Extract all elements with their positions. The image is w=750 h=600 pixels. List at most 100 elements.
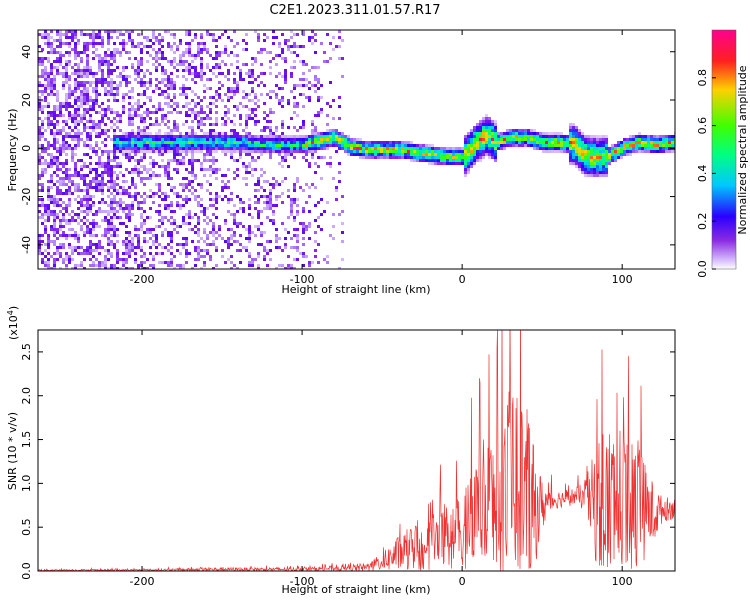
- spectrogram-cell: [227, 135, 230, 138]
- spectrogram-cell: [218, 93, 221, 96]
- spectrogram-cell: [494, 132, 497, 135]
- spectrogram-cell: [170, 216, 173, 219]
- spectrogram-cell: [41, 258, 44, 261]
- spectrogram-cell: [581, 153, 584, 156]
- spectrogram-cell: [83, 45, 86, 48]
- spectrogram-cell: [62, 162, 65, 165]
- spectrogram-cell: [269, 183, 272, 186]
- spectrogram-cell: [275, 147, 278, 150]
- spectrogram-cell: [626, 153, 629, 156]
- spectrogram-cell: [41, 105, 44, 108]
- spectrogram-cell: [170, 99, 173, 102]
- spectrogram-cell: [68, 204, 71, 207]
- spectrogram-cell: [71, 117, 74, 120]
- snr-y-tick-label: 1.5: [20, 431, 33, 449]
- spectrogram-cell: [65, 174, 68, 177]
- spectrogram-cell: [182, 60, 185, 63]
- spectrogram-cell: [41, 69, 44, 72]
- spectrogram-cell: [263, 231, 266, 234]
- spectrogram-cell: [68, 90, 71, 93]
- spectrogram-cell: [197, 258, 200, 261]
- spectrogram-cell: [122, 135, 125, 138]
- spectrogram-cell: [350, 147, 353, 150]
- spectrogram-cell: [293, 189, 296, 192]
- spectrogram-cell: [221, 138, 224, 141]
- spectrogram-cell: [167, 75, 170, 78]
- spectrogram-cell: [404, 153, 407, 156]
- spectrogram-cell: [56, 138, 59, 141]
- spectrogram-cell: [125, 81, 128, 84]
- spectrogram-cell: [248, 213, 251, 216]
- spectrogram-cell: [155, 135, 158, 138]
- spectrogram-cell: [545, 141, 548, 144]
- spectrogram-cell: [170, 177, 173, 180]
- spectrogram-cell: [278, 138, 281, 141]
- spectrogram-cell: [260, 174, 263, 177]
- spectrogram-cell: [272, 144, 275, 147]
- spectrogram-cell: [203, 132, 206, 135]
- spectrogram-cell: [326, 129, 329, 132]
- spectrogram-cell: [200, 63, 203, 66]
- spectrogram-cell: [467, 138, 470, 141]
- spectrogram-cell: [125, 168, 128, 171]
- spectrogram-cell: [71, 210, 74, 213]
- spectrogram-cell: [248, 75, 251, 78]
- spectrogram-cell: [245, 138, 248, 141]
- spectrogram-cell: [203, 135, 206, 138]
- spectrogram-cell: [455, 156, 458, 159]
- spectrogram-cell: [431, 156, 434, 159]
- spectrogram-cell: [293, 186, 296, 189]
- spectrogram-cell: [77, 138, 80, 141]
- spectrogram-cell: [131, 171, 134, 174]
- spectrogram-cell: [518, 135, 521, 138]
- spectrogram-cell: [485, 132, 488, 135]
- spectrogram-cell: [281, 99, 284, 102]
- spectrogram-cell: [386, 144, 389, 147]
- spectrogram-cell: [308, 36, 311, 39]
- spectrogram-cell: [47, 219, 50, 222]
- spectrogram-cell: [464, 135, 467, 138]
- spectrogram-cell: [101, 177, 104, 180]
- spectrogram-cell: [161, 81, 164, 84]
- spectrogram-cell: [266, 144, 269, 147]
- spectrogram-cell: [110, 222, 113, 225]
- spectrogram-cell: [161, 72, 164, 75]
- spectrogram-cell: [89, 84, 92, 87]
- spectrogram-cell: [209, 243, 212, 246]
- spectrogram-cell: [317, 165, 320, 168]
- spectrogram-cell: [200, 60, 203, 63]
- spectrogram-cell: [179, 54, 182, 57]
- spectrogram-cell: [170, 147, 173, 150]
- spectrogram-cell: [134, 114, 137, 117]
- spectrogram-cell: [173, 60, 176, 63]
- spectrogram-cell: [251, 63, 254, 66]
- spectrogram-cell: [599, 171, 602, 174]
- spectrogram-cell: [251, 141, 254, 144]
- spectrogram-cell: [317, 78, 320, 81]
- spectrogram-cell: [41, 156, 44, 159]
- spectrogram-cell: [185, 132, 188, 135]
- spectrogram-cell: [65, 144, 68, 147]
- spectrogram-cell: [212, 225, 215, 228]
- spectrogram-cell: [86, 249, 89, 252]
- spectrogram-cell: [260, 234, 263, 237]
- spectrogram-cell: [50, 111, 53, 114]
- spectrogram-cell: [470, 141, 473, 144]
- spectrogram-cell: [44, 30, 47, 33]
- spectrogram-cell: [131, 105, 134, 108]
- spectrogram-cell: [155, 54, 158, 57]
- spectrogram-cell: [260, 150, 263, 153]
- spectrogram-cell: [290, 51, 293, 54]
- spectrogram-cell: [332, 138, 335, 141]
- spectrogram-cell: [44, 243, 47, 246]
- spectrogram-cell: [170, 132, 173, 135]
- spectrogram-cell: [98, 189, 101, 192]
- spectrogram-cell: [89, 105, 92, 108]
- spectrogram-cell: [257, 99, 260, 102]
- spectrogram-cell: [242, 150, 245, 153]
- spectrogram-cell: [200, 117, 203, 120]
- spectrogram-cell: [65, 252, 68, 255]
- spectrogram-cell: [410, 150, 413, 153]
- spectrogram-cell: [215, 171, 218, 174]
- spectrogram-cell: [302, 120, 305, 123]
